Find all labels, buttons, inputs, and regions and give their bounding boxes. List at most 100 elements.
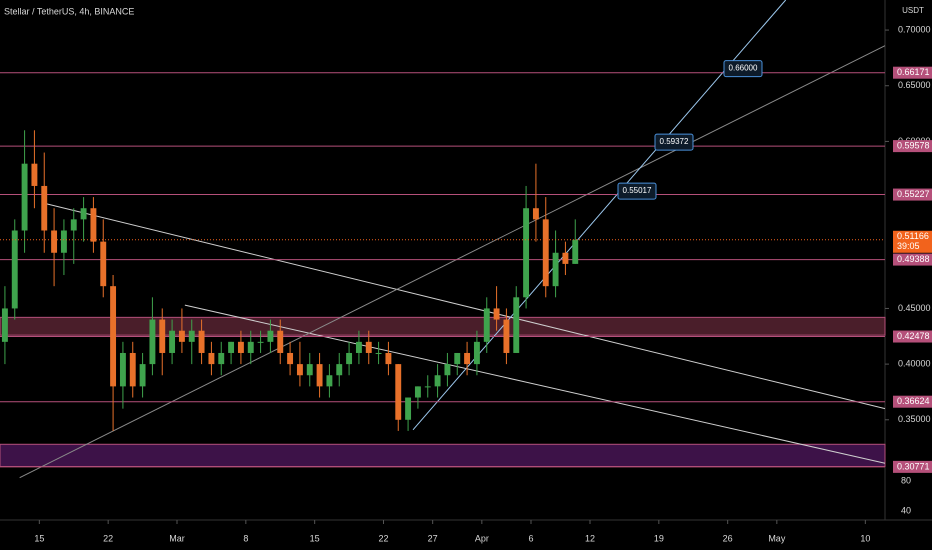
candle-body [365, 341, 372, 353]
level-label-bg [893, 66, 932, 79]
level-label-bg [893, 253, 932, 266]
candle-body [80, 208, 87, 220]
level-label: 0.55227 [897, 189, 930, 199]
annotation-box [654, 133, 694, 151]
x-tick-label: 8 [243, 533, 248, 543]
candle-body [395, 364, 402, 420]
candle-body [562, 252, 569, 264]
candle-body [405, 397, 412, 420]
candle-body [11, 230, 18, 309]
x-tick-label: 19 [654, 533, 664, 543]
candle-body [493, 308, 500, 320]
candle-body [139, 364, 146, 387]
level-label: 0.30771 [897, 461, 930, 471]
level-label: 0.66171 [897, 67, 930, 77]
countdown: 39:05 [897, 241, 920, 251]
candle-body [552, 252, 559, 287]
candle-body [346, 352, 353, 365]
candle-body [31, 163, 38, 186]
candle-body [355, 341, 362, 353]
candle-body [159, 319, 166, 353]
y-axis-label: USDT [902, 6, 924, 15]
candle-body [464, 352, 471, 365]
level-label-bg [893, 395, 932, 408]
candle-body [414, 386, 421, 398]
candle-body [523, 208, 530, 298]
current-price-bg [893, 230, 932, 253]
zone [0, 316, 886, 336]
y-tick-label: 0.40000 [898, 358, 931, 368]
trendline [46, 203, 886, 410]
y-tick-label: 0.45000 [898, 303, 931, 313]
annotation-box [617, 182, 657, 200]
x-tick-label: 10 [860, 533, 870, 543]
candle-body [483, 308, 490, 342]
candle-body [257, 341, 264, 343]
candle-body [208, 352, 215, 365]
candle-body [287, 352, 294, 365]
candle-body [51, 230, 58, 253]
candle-body [218, 352, 225, 365]
candle-body [110, 286, 117, 387]
chart-title: Stellar / TetherUS, 4h, BINANCE [4, 6, 134, 16]
annotation-label: 0.66000 [729, 64, 758, 73]
annotation-box [723, 60, 763, 78]
candle-body [473, 341, 480, 365]
zone [0, 443, 886, 468]
candle-body [267, 330, 274, 342]
annotation-label: 0.55017 [623, 186, 652, 195]
candle-body [572, 239, 579, 264]
x-tick-label: May [768, 533, 786, 543]
level-label-bg [893, 330, 932, 343]
candle-body [336, 364, 343, 376]
y-tick-label: 0.65000 [898, 80, 931, 90]
level-label: 0.42478 [897, 331, 930, 341]
candle-body [21, 163, 28, 231]
y-tick-label: 0.70000 [898, 24, 931, 34]
candle-body [306, 364, 313, 376]
x-tick-label: 15 [310, 533, 320, 543]
candle-body [316, 364, 323, 387]
candle-body [1, 308, 8, 342]
level-label-bg [893, 460, 932, 473]
candle-body [119, 352, 126, 387]
x-tick-label: 15 [34, 533, 44, 543]
trendline [184, 304, 886, 464]
candle-body [129, 352, 136, 387]
candle-body [149, 319, 156, 365]
candle-body [178, 330, 185, 342]
level-label: 0.49388 [897, 254, 930, 264]
candle-body [228, 341, 235, 353]
x-tick-label: 12 [585, 533, 595, 543]
x-tick-label: 26 [723, 533, 733, 543]
candle-body [277, 330, 284, 353]
candle-body [542, 219, 549, 287]
candle-body [90, 208, 97, 242]
candle-body [198, 330, 205, 353]
candle-body [247, 341, 254, 353]
candle-body [503, 319, 510, 353]
candle-body [70, 219, 77, 231]
candle-body [375, 352, 382, 354]
candle-body [513, 297, 520, 353]
candle-body [532, 208, 539, 220]
candle-body [454, 352, 461, 365]
level-label-bg [893, 188, 932, 201]
x-tick-label: Apr [475, 533, 489, 543]
candle-body [434, 375, 441, 387]
candle-body [60, 230, 67, 253]
volume-tick-label: 80 [901, 475, 911, 485]
annotation-label: 0.59372 [660, 137, 689, 146]
y-tick-label: 0.35000 [898, 414, 931, 424]
candle-body [100, 241, 107, 287]
x-tick-label: Mar [169, 533, 185, 543]
candle-body [385, 352, 392, 365]
x-tick-label: 27 [428, 533, 438, 543]
x-tick-label: 6 [528, 533, 533, 543]
candle-body [296, 364, 303, 376]
level-label: 0.36624 [897, 396, 930, 406]
x-tick-label: 22 [103, 533, 113, 543]
candle-body [41, 185, 48, 231]
x-tick-label: 22 [378, 533, 388, 543]
